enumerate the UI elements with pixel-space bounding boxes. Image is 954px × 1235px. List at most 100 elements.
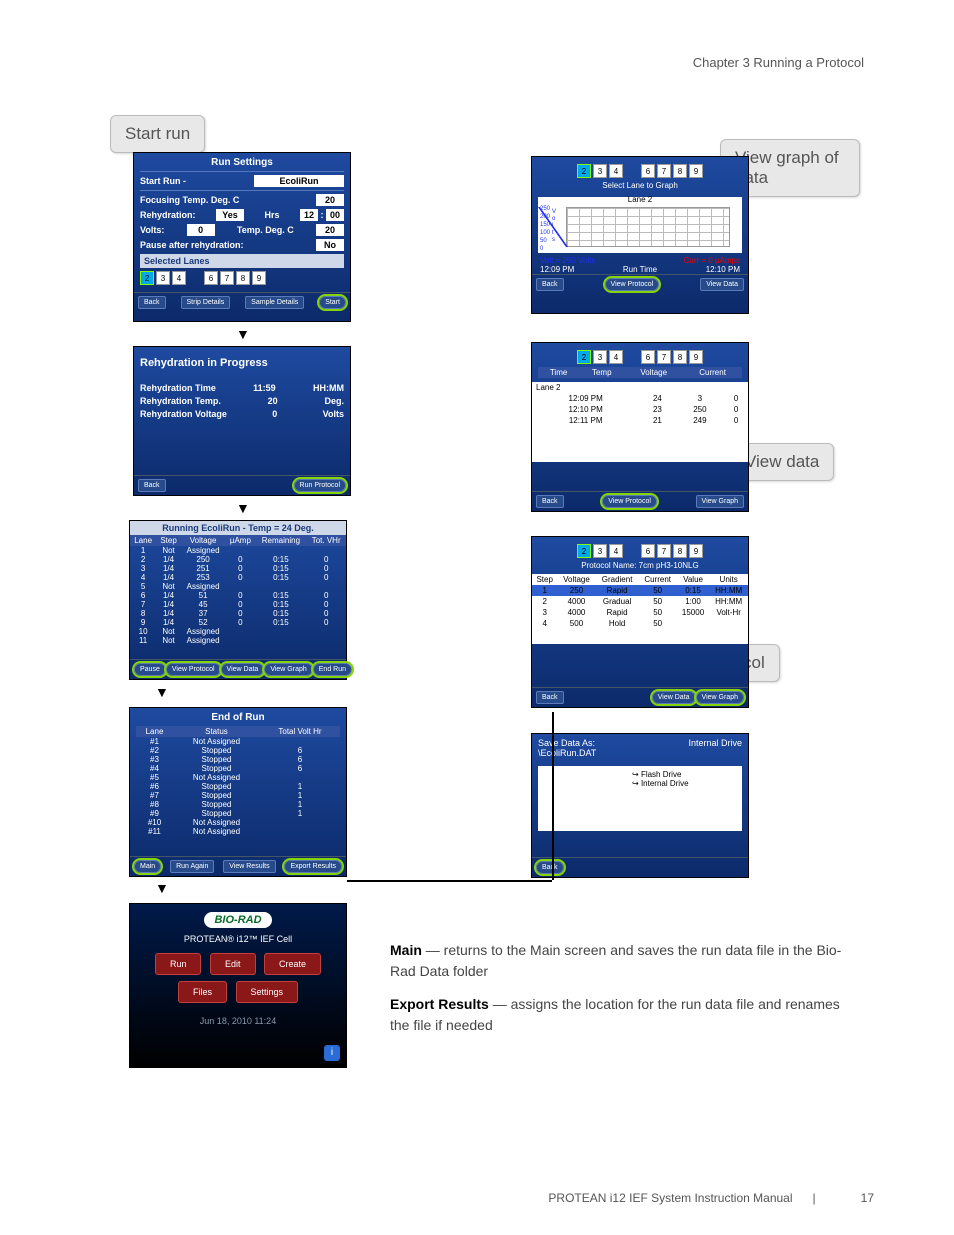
view-graph-button[interactable]: View Graph	[696, 495, 744, 508]
end-run-title: End of Run	[136, 712, 340, 723]
start-run-label: Start Run -	[140, 176, 186, 186]
lane-btn[interactable]: 3	[593, 544, 607, 558]
screen-protocol: 2346789 Protocol Name: 7cm pH3-10NLG Ste…	[531, 536, 749, 708]
run-button[interactable]: Run	[155, 953, 202, 975]
start-button[interactable]: Start	[319, 296, 346, 309]
rehydration-value[interactable]: Yes	[216, 209, 244, 221]
create-button[interactable]: Create	[264, 953, 321, 975]
settings-button[interactable]: Settings	[236, 981, 299, 1003]
sample-details-button[interactable]: Sample Details	[245, 296, 304, 309]
files-button[interactable]: Files	[178, 981, 227, 1003]
screen-run-settings: Run Settings Start Run -EcoliRun Focusin…	[133, 152, 351, 322]
table-header: Total Volt Hr	[260, 726, 340, 737]
run-again-button[interactable]: Run Again	[170, 860, 214, 873]
strip-details-button[interactable]: Strip Details	[181, 296, 231, 309]
table-header: Step	[156, 535, 181, 546]
lane-selector[interactable]: 234 6789	[538, 350, 742, 364]
export-results-button[interactable]: Export Results	[284, 860, 342, 873]
temp-value[interactable]: 20	[316, 224, 344, 236]
lane-btn[interactable]: 6	[641, 544, 655, 558]
lane-btn[interactable]: 8	[673, 350, 687, 364]
screen-end-of-run: End of Run LaneStatusTotal Volt Hr #1Not…	[129, 707, 347, 877]
lane-btn[interactable]: 4	[609, 544, 623, 558]
view-data-button[interactable]: View Data	[652, 691, 696, 704]
lane-btn[interactable]: 2	[577, 544, 591, 558]
view-protocol-button[interactable]: View Protocol	[605, 278, 660, 291]
protocol-name: 7cm pH3-10NLG	[639, 561, 699, 570]
lane-btn[interactable]: 6	[641, 164, 655, 178]
pause-button[interactable]: Pause	[134, 663, 166, 676]
graph-mid: Run Time	[623, 265, 657, 274]
info-icon[interactable]: i	[324, 1045, 340, 1061]
end-run-table: LaneStatusTotal Volt Hr #1Not Assigned#2…	[136, 726, 340, 836]
select-lane-label: Select Lane to Graph	[538, 181, 742, 190]
lane-btn[interactable]: 9	[689, 164, 703, 178]
lane-btn[interactable]: 7	[657, 544, 671, 558]
lane-btn[interactable]: 4	[609, 164, 623, 178]
volts-value[interactable]: 0	[187, 224, 215, 236]
lane-btn[interactable]: 7	[657, 350, 671, 364]
lane-selector[interactable]: 2 3 4 6 7 8 9	[140, 271, 344, 285]
rehy-row-val: 11:59	[253, 383, 276, 393]
lane-btn[interactable]: 9	[689, 544, 703, 558]
back-button[interactable]: Back	[536, 861, 564, 874]
lane-btn[interactable]: 3	[156, 271, 170, 285]
callout-start: Start run	[110, 115, 205, 153]
lane-btn[interactable]: 6	[641, 350, 655, 364]
view-results-button[interactable]: View Results	[223, 860, 275, 873]
table-header: µAmp	[225, 535, 255, 546]
lane-btn[interactable]: 2	[140, 271, 154, 285]
table-header: Lane	[136, 726, 173, 737]
graph-chart: Lane 2 250200150100500 Volts	[538, 197, 742, 253]
lane-btn[interactable]: 8	[236, 271, 250, 285]
lane-btn[interactable]: 7	[220, 271, 234, 285]
lane-btn[interactable]: 9	[252, 271, 266, 285]
view-graph-button[interactable]: View Graph	[696, 691, 744, 704]
lane-btn[interactable]: 4	[172, 271, 186, 285]
lane-btn[interactable]: 7	[657, 164, 671, 178]
back-button[interactable]: Back	[138, 479, 166, 492]
view-data-button[interactable]: View Data	[700, 278, 744, 291]
hrs-label: Hrs	[264, 210, 279, 220]
view-protocol-button[interactable]: View Protocol	[166, 663, 221, 676]
pause-value[interactable]: No	[316, 239, 344, 251]
hrs-value[interactable]: 12	[300, 209, 318, 221]
end-run-button[interactable]: End Run	[313, 663, 352, 676]
lane-btn[interactable]: 6	[204, 271, 218, 285]
lane-btn[interactable]: 4	[609, 350, 623, 364]
save-option[interactable]: ↪ Flash Drive	[632, 770, 738, 779]
lane-btn[interactable]: 2	[577, 164, 591, 178]
lane-btn[interactable]: 8	[673, 164, 687, 178]
lane-btn[interactable]: 3	[593, 164, 607, 178]
save-option[interactable]: ↪ Internal Drive	[632, 779, 738, 788]
data-table: Lane 2 12:09 PM243012:10 PM23250012:11 P…	[532, 382, 748, 426]
focus-temp-value[interactable]: 20	[316, 194, 344, 206]
lane-btn[interactable]: 9	[689, 350, 703, 364]
page-footer: PROTEAN i12 IEF System Instruction Manua…	[548, 1191, 874, 1205]
flow-connector	[552, 712, 554, 880]
lane-btn[interactable]: 2	[577, 350, 591, 364]
view-graph-button[interactable]: View Graph	[264, 663, 312, 676]
view-data-button[interactable]: View Data	[221, 663, 265, 676]
run-protocol-button[interactable]: Run Protocol	[294, 479, 346, 492]
rehydration-label: Rehydration:	[140, 210, 196, 220]
lane-btn[interactable]: 3	[593, 350, 607, 364]
screen-main-menu: BIO-RAD PROTEAN® i12™ IEF Cell Run Edit …	[129, 903, 347, 1068]
lane-selector[interactable]: 234 6789	[538, 164, 742, 178]
protocol-table: StepVoltageGradientCurrentValueUnits 125…	[532, 574, 748, 629]
temp-label: Temp. Deg. C	[237, 225, 294, 235]
lane-selector[interactable]: 234 6789	[538, 544, 742, 558]
back-button[interactable]: Back	[536, 691, 564, 704]
mins-value[interactable]: 00	[326, 209, 344, 221]
run-settings-title: Run Settings	[140, 157, 344, 168]
data-lane-hdr: Lane 2	[532, 382, 748, 393]
lane-btn[interactable]: 8	[673, 544, 687, 558]
edit-button[interactable]: Edit	[210, 953, 256, 975]
main-button[interactable]: Main	[134, 860, 161, 873]
view-protocol-button[interactable]: View Protocol	[602, 495, 657, 508]
table-header: Status	[173, 726, 260, 737]
back-button[interactable]: Back	[536, 278, 564, 291]
protocol-name[interactable]: EcoliRun	[254, 175, 344, 187]
back-button[interactable]: Back	[536, 495, 564, 508]
back-button[interactable]: Back	[138, 296, 166, 309]
